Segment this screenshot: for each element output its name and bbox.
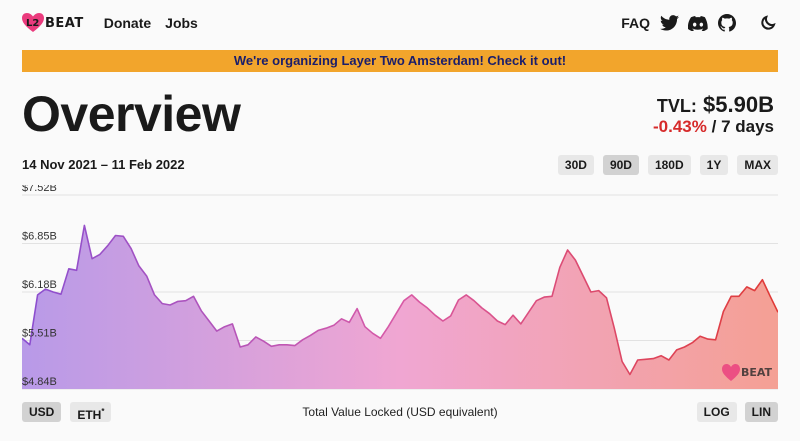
top-nav: L2 BEAT Donate Jobs FAQ <box>22 6 778 40</box>
unit-eth-sup: * <box>101 407 105 416</box>
range-selector: 30D 90D 180D 1Y MAX <box>557 155 778 175</box>
chart-line <box>22 224 778 376</box>
y-tick-label: $6.85B <box>22 231 57 243</box>
range-button-180d[interactable]: 180D <box>647 155 691 175</box>
scale-button-lin[interactable]: LIN <box>744 402 778 422</box>
page-title: Overview <box>22 86 241 142</box>
tvl-summary: TVL: $5.90B <box>657 92 774 118</box>
chart-caption: Total Value Locked (USD equivalent) <box>302 405 498 419</box>
nav-right: FAQ <box>621 13 778 33</box>
github-icon[interactable] <box>717 13 737 33</box>
y-tick-label: $5.51B <box>22 328 57 340</box>
range-button-90d[interactable]: 90D <box>602 155 639 175</box>
watermark-text: BEAT <box>741 366 773 379</box>
range-button-30d[interactable]: 30D <box>557 155 594 175</box>
watermark-heart-icon <box>722 364 740 381</box>
svg-text:L2: L2 <box>26 18 39 29</box>
y-tick-label: $7.52B <box>22 185 57 194</box>
y-tick-label: $4.84B <box>22 376 57 388</box>
range-button-1y[interactable]: 1Y <box>699 155 729 175</box>
faq-link[interactable]: FAQ <box>621 15 650 31</box>
range-button-max[interactable]: MAX <box>737 155 778 175</box>
moon-icon[interactable] <box>758 13 778 33</box>
tvl-period: / 7 days <box>711 117 774 136</box>
twitter-icon[interactable] <box>659 13 679 33</box>
tvl-value: $5.90B <box>703 92 774 117</box>
tvl-label: TVL: <box>656 96 697 116</box>
heart-logo-icon: L2 <box>22 13 44 32</box>
announcement-banner[interactable]: We're organizing Layer Two Amsterdam! Ch… <box>22 50 778 72</box>
unit-button-usd[interactable]: USD <box>22 402 62 422</box>
y-tick-label: $6.18B <box>22 279 57 291</box>
chart-controls: USD ETH* Total Value Locked (USD equival… <box>22 402 778 422</box>
date-range: 14 Nov 2021 – 11 Feb 2022 <box>22 157 185 172</box>
unit-eth-label: ETH <box>77 408 102 422</box>
scale-button-log[interactable]: LOG <box>696 402 737 422</box>
discord-icon[interactable] <box>688 13 708 33</box>
chart-watermark: BEAT <box>722 364 773 381</box>
scale-selector: LOG LIN <box>696 402 778 422</box>
tvl-chart: $7.52B $6.85B $6.18B $5.51B $4.84B BEAT <box>22 185 778 390</box>
tvl-change-row: -0.43% / 7 days <box>653 117 774 137</box>
tvl-change: -0.43% <box>653 117 707 136</box>
nav-link-jobs[interactable]: Jobs <box>165 15 198 31</box>
unit-selector: USD ETH* <box>22 402 112 422</box>
logo-text: BEAT <box>45 15 84 31</box>
unit-button-eth[interactable]: ETH* <box>70 402 112 422</box>
nav-links: Donate Jobs <box>104 15 198 31</box>
chart-y-labels: $7.52B $6.85B $6.18B $5.51B $4.84B <box>22 185 57 388</box>
nav-link-donate[interactable]: Donate <box>103 15 152 31</box>
logo[interactable]: L2 BEAT <box>22 6 84 40</box>
